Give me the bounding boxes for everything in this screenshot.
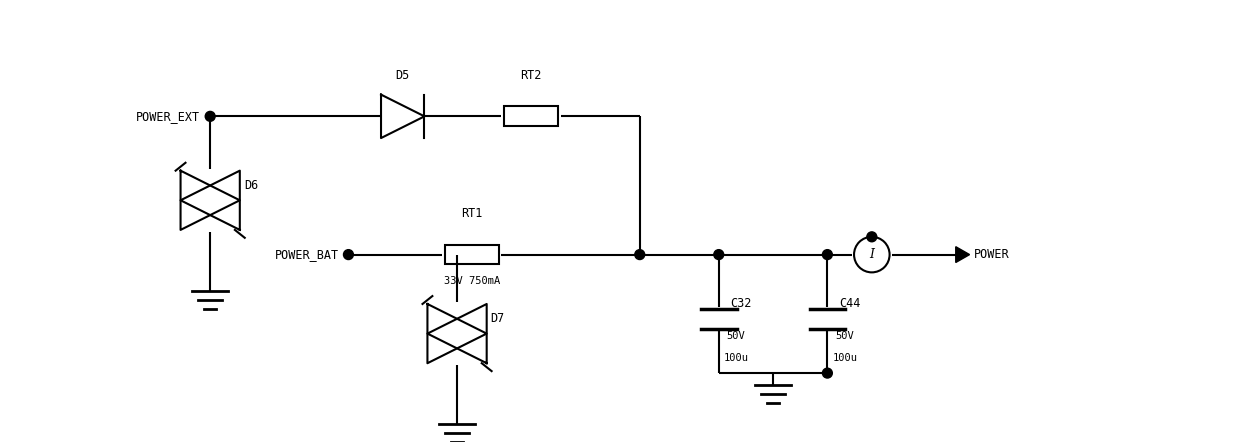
Circle shape — [206, 111, 215, 121]
Text: RT1: RT1 — [461, 207, 482, 220]
Text: RT2: RT2 — [521, 69, 542, 82]
Text: POWER_EXT: POWER_EXT — [136, 110, 201, 123]
Text: D5: D5 — [396, 69, 410, 82]
Bar — [445, 245, 498, 264]
Text: 50V: 50V — [727, 331, 745, 340]
Text: POWER_BAT: POWER_BAT — [274, 248, 339, 261]
Circle shape — [714, 250, 724, 259]
Bar — [503, 106, 558, 126]
Text: 100u: 100u — [724, 353, 749, 363]
Text: 50V: 50V — [836, 331, 854, 340]
Text: I: I — [869, 248, 874, 261]
Circle shape — [822, 250, 832, 259]
Polygon shape — [956, 247, 970, 263]
Text: 33V 750mA: 33V 750mA — [444, 276, 500, 286]
Text: D7: D7 — [491, 312, 505, 325]
Circle shape — [635, 250, 645, 259]
Text: POWER: POWER — [973, 248, 1009, 261]
Text: C32: C32 — [730, 297, 751, 311]
Text: C44: C44 — [839, 297, 861, 311]
Circle shape — [822, 368, 832, 378]
Circle shape — [343, 250, 353, 259]
Circle shape — [867, 232, 877, 242]
Text: 100u: 100u — [832, 353, 857, 363]
Text: D6: D6 — [244, 179, 258, 192]
